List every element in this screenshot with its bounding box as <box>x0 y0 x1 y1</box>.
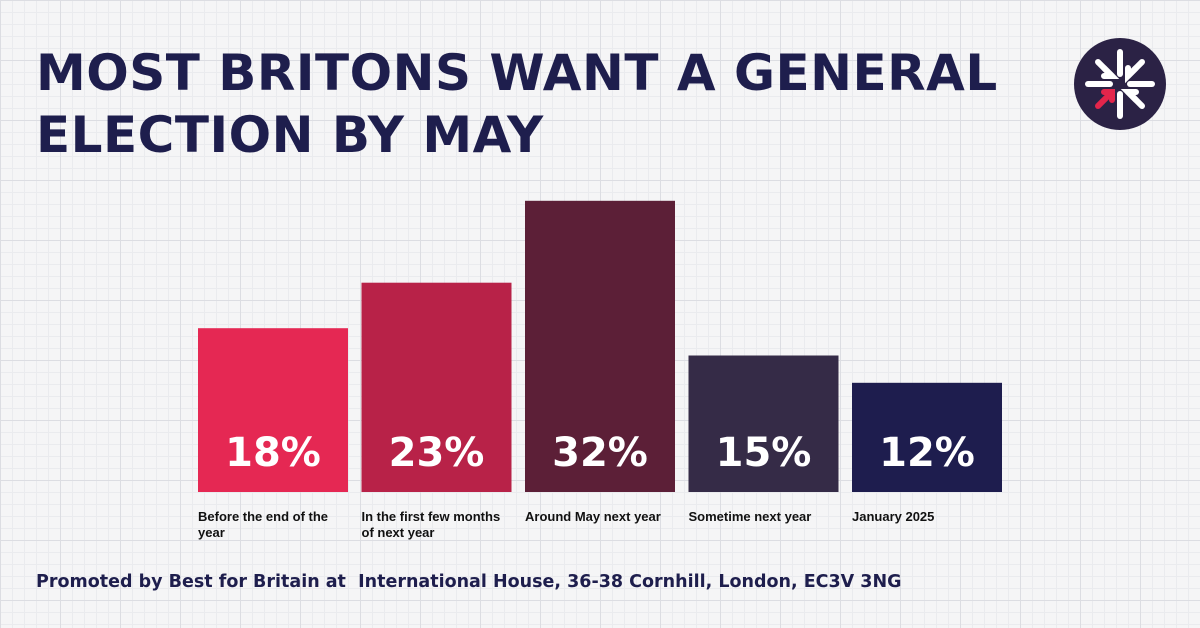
best-for-britain-logo <box>1074 38 1166 130</box>
category-label: Around May next year <box>525 509 661 524</box>
bar-5 <box>852 382 1002 492</box>
logo-arrows <box>1085 49 1155 119</box>
footer-promoted-by: Promoted by Best for Britain at Internat… <box>36 572 902 592</box>
bar-3 <box>525 200 675 493</box>
category-label: January 2025 <box>852 509 934 524</box>
bar-2 <box>361 282 512 492</box>
bar-value-label: 15% <box>716 430 812 476</box>
bar-1 <box>198 328 348 492</box>
logo-accent-arrow <box>1095 89 1115 109</box>
bar-value-label: 23% <box>389 430 485 476</box>
bar-value-label: 18% <box>225 430 321 476</box>
category-label: Sometime next year <box>689 509 812 524</box>
page-title: MOST BRITONS WANT A GENERAL ELECTION BY … <box>36 44 998 164</box>
bar-value-label: 12% <box>879 430 975 476</box>
category-label: Before the end of the year <box>198 509 328 540</box>
category-label: In the first few months of next year <box>362 509 501 540</box>
bar-value-label: 32% <box>552 430 648 476</box>
bar-4 <box>688 355 839 492</box>
